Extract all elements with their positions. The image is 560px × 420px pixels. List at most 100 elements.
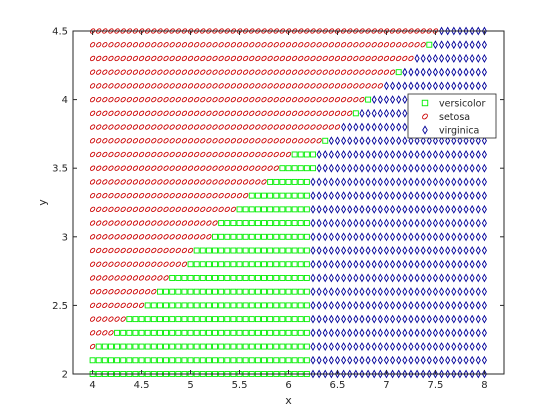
point-setosa (157, 275, 163, 281)
point-versicolor (236, 357, 243, 364)
point-virginica (383, 355, 389, 365)
point-virginica (396, 287, 402, 297)
point-setosa (377, 83, 383, 89)
point-virginica (359, 369, 365, 379)
point-versicolor (285, 178, 292, 185)
point-virginica (439, 136, 445, 146)
point-versicolor (254, 233, 261, 240)
x-tick-label: 6.5 (330, 380, 346, 391)
point-setosa (169, 165, 175, 171)
point-versicolor (267, 206, 274, 213)
point-virginica (408, 218, 414, 228)
point-setosa (96, 261, 102, 267)
point-setosa (89, 192, 96, 199)
point-versicolor (261, 316, 267, 323)
point-versicolor (291, 192, 298, 199)
point-versicolor (285, 220, 292, 227)
point-setosa (151, 206, 157, 213)
point-virginica (414, 259, 420, 269)
point-versicolor (297, 275, 304, 281)
point-virginica (457, 287, 463, 297)
point-virginica (414, 81, 420, 91)
point-setosa (89, 69, 96, 75)
point-virginica (334, 328, 340, 338)
point-versicolor (273, 261, 280, 268)
point-virginica (420, 204, 426, 214)
point-setosa (157, 179, 163, 185)
point-setosa (175, 110, 181, 116)
point-setosa (291, 83, 298, 89)
point-setosa (163, 83, 169, 89)
point-virginica (445, 177, 451, 187)
point-virginica (383, 177, 389, 187)
point-virginica (316, 287, 322, 297)
point-versicolor (285, 247, 292, 254)
point-virginica (402, 108, 408, 118)
point-virginica (334, 273, 340, 283)
point-virginica (414, 273, 420, 283)
point-virginica (377, 108, 383, 118)
point-setosa (126, 165, 132, 171)
point-virginica (377, 300, 383, 310)
point-setosa (396, 55, 402, 62)
y-tick-label: 4.5 (52, 27, 68, 38)
point-setosa (255, 151, 261, 158)
point-virginica (334, 163, 340, 173)
point-setosa (224, 165, 230, 171)
point-setosa (261, 138, 267, 144)
point-versicolor (279, 220, 286, 227)
point-setosa (224, 55, 230, 62)
point-virginica (426, 328, 432, 338)
point-setosa (212, 138, 218, 144)
point-setosa (114, 192, 120, 199)
point-setosa (96, 330, 102, 336)
point-virginica (334, 218, 340, 228)
point-versicolor (254, 261, 261, 268)
point-versicolor (230, 357, 237, 364)
point-setosa (334, 69, 341, 75)
point-virginica (383, 150, 389, 159)
point-setosa (298, 69, 304, 75)
point-setosa (138, 261, 145, 267)
point-setosa (126, 55, 132, 62)
point-versicolor (297, 288, 304, 295)
point-setosa (187, 206, 194, 213)
point-setosa (371, 83, 377, 89)
point-setosa (132, 192, 139, 199)
point-setosa (132, 69, 139, 75)
point-virginica (451, 163, 457, 173)
point-setosa (187, 138, 194, 144)
point-setosa (249, 42, 255, 48)
point-setosa (236, 192, 243, 199)
point-virginica (445, 218, 451, 228)
point-versicolor (199, 357, 206, 364)
point-virginica (420, 300, 426, 310)
point-virginica (390, 95, 396, 105)
point-versicolor (156, 288, 163, 295)
point-setosa (224, 69, 230, 75)
point-virginica (469, 40, 475, 50)
point-setosa (255, 179, 261, 185)
point-virginica (475, 369, 481, 379)
point-virginica (463, 259, 469, 269)
point-virginica (457, 177, 463, 187)
point-setosa (187, 83, 194, 89)
point-virginica (334, 191, 340, 201)
point-virginica (365, 273, 371, 283)
point-virginica (359, 259, 365, 269)
point-virginica (341, 369, 347, 379)
point-virginica (451, 369, 457, 379)
point-virginica (328, 314, 334, 324)
point-setosa (102, 261, 108, 267)
point-setosa (187, 55, 194, 62)
point-setosa (96, 110, 102, 116)
point-setosa (96, 124, 102, 130)
point-versicolor (279, 233, 286, 240)
point-versicolor (279, 343, 286, 350)
point-virginica (359, 163, 365, 173)
point-setosa (126, 289, 132, 295)
point-setosa (194, 151, 200, 158)
point-virginica (334, 314, 340, 324)
point-setosa (322, 69, 328, 75)
point-setosa (163, 234, 169, 240)
